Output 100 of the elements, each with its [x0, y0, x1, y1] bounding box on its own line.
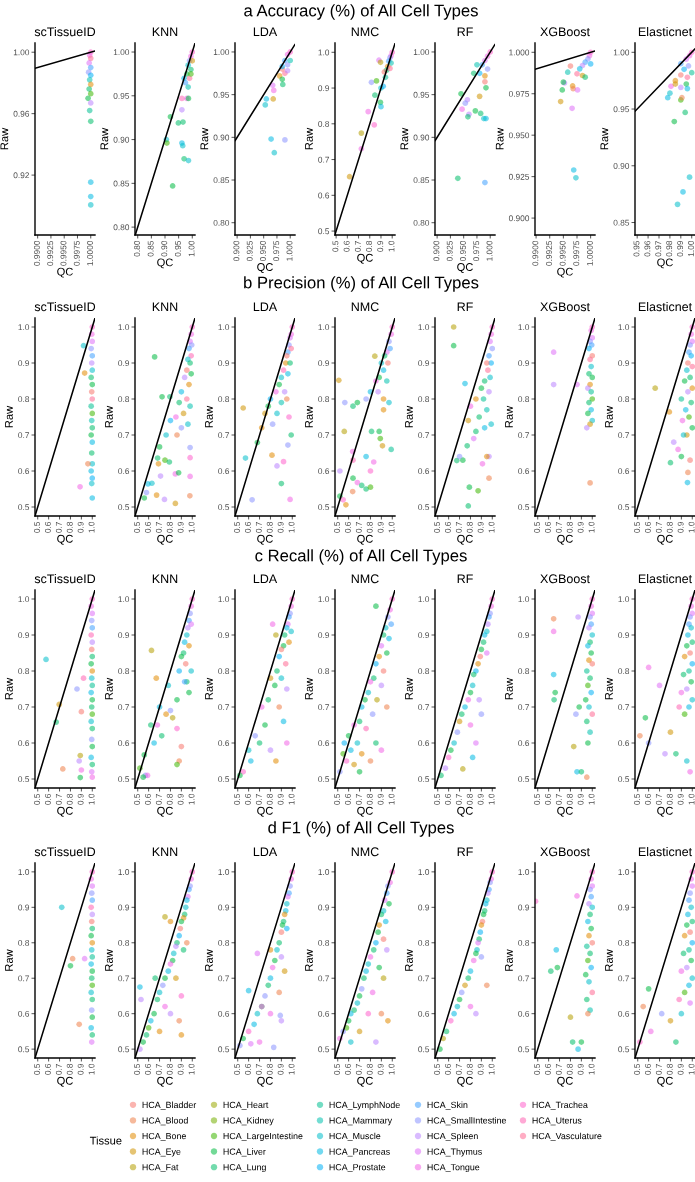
point	[88, 890, 95, 896]
point	[346, 173, 353, 180]
x-tick-label: 0.5	[234, 1063, 240, 1075]
point	[43, 656, 49, 663]
point	[583, 996, 590, 1003]
point	[683, 642, 690, 649]
point	[567, 63, 574, 69]
x-tick-label: 1.0000	[586, 240, 593, 266]
x-axis-title: QC	[357, 253, 373, 264]
point	[267, 1010, 274, 1017]
point	[269, 421, 276, 428]
point	[388, 446, 395, 453]
point	[685, 911, 691, 918]
point	[87, 90, 94, 97]
point	[88, 961, 95, 967]
y-tick-label: 0.6	[18, 468, 30, 475]
x-axis-title: QC	[257, 263, 273, 273]
x-tick-label: 0.6	[44, 793, 51, 805]
point	[89, 743, 95, 750]
point	[354, 740, 361, 746]
y-axis-title: Raw	[305, 127, 313, 150]
point	[667, 1017, 674, 1024]
point	[88, 450, 95, 456]
point	[343, 501, 349, 508]
y-tick-label: 0.95	[213, 91, 230, 98]
y-tick-label: 0.7	[318, 704, 330, 711]
point	[180, 119, 186, 125]
point	[640, 1003, 647, 1010]
point	[686, 668, 692, 674]
y-tick-label: 0.9	[418, 904, 430, 911]
y-tick-label: 0.7	[18, 704, 30, 711]
point	[186, 642, 192, 649]
point	[356, 768, 363, 775]
point	[252, 732, 259, 739]
point	[78, 708, 85, 715]
y-tick-label: 1.0	[318, 324, 330, 331]
point	[273, 632, 279, 638]
point	[570, 743, 577, 750]
y-axis-title: Raw	[405, 949, 413, 971]
point	[347, 1039, 354, 1045]
point	[570, 167, 577, 173]
point	[183, 897, 190, 904]
point	[163, 432, 169, 438]
y-tick-label: 0.5	[618, 1046, 630, 1053]
point	[478, 711, 485, 718]
point	[687, 929, 693, 935]
point	[587, 950, 593, 957]
y-axis-title: Raw	[305, 405, 313, 428]
point	[574, 768, 580, 775]
point	[285, 442, 291, 448]
x-tick-label: 0.9925	[47, 240, 54, 266]
point	[378, 747, 385, 754]
point	[687, 650, 693, 656]
point	[574, 70, 580, 77]
point	[271, 957, 278, 964]
point	[164, 140, 170, 146]
y-tick-label: 1.0	[18, 596, 30, 603]
y-tick-label: 0.5	[218, 1046, 230, 1053]
x-tick-label: 0.8	[366, 240, 372, 252]
x-tick-label: 0.950	[460, 240, 466, 262]
point	[376, 653, 383, 660]
point	[575, 1046, 581, 1052]
point	[279, 81, 286, 88]
point	[263, 96, 270, 102]
x-tick-label: 0.7	[455, 1063, 462, 1075]
x-axis-title: QC	[557, 534, 573, 545]
point	[485, 621, 491, 628]
point	[162, 914, 168, 920]
point	[89, 1014, 95, 1021]
x-tick-label: 0.6	[344, 793, 351, 805]
y-tick-label: 0.9	[118, 632, 130, 639]
x-tick-label: 0.9	[677, 793, 684, 805]
point	[181, 639, 188, 646]
point	[77, 752, 84, 759]
x-tick-label: 0.5	[234, 793, 240, 805]
x-axis-title: QC	[657, 806, 673, 817]
x-tick-label: 0.90	[161, 240, 168, 257]
point	[176, 668, 183, 674]
point	[154, 455, 161, 461]
y-tick-label: 0.7	[118, 704, 130, 711]
y-axis-title: Raw	[205, 677, 213, 700]
y-axis-title: Raw	[5, 677, 13, 700]
x-tick-label: 0.5	[332, 240, 339, 252]
x-axis-title: QC	[457, 534, 473, 545]
x-tick-label: 0.6	[344, 1063, 351, 1075]
point	[88, 646, 95, 653]
point	[689, 918, 695, 925]
x-tick-label: 0.6	[343, 240, 350, 252]
y-tick-label: 0.5	[118, 776, 130, 783]
point	[676, 704, 683, 710]
point	[262, 722, 268, 728]
x-axis-title: QC	[257, 534, 273, 545]
point	[373, 740, 379, 746]
point	[373, 603, 379, 610]
y-tick-label: 0.95	[613, 106, 630, 113]
point	[188, 668, 195, 674]
y-tick-label: 1.0	[518, 596, 530, 603]
chart-title: Elasticnet	[638, 847, 693, 857]
point	[88, 403, 95, 410]
point	[89, 396, 95, 402]
